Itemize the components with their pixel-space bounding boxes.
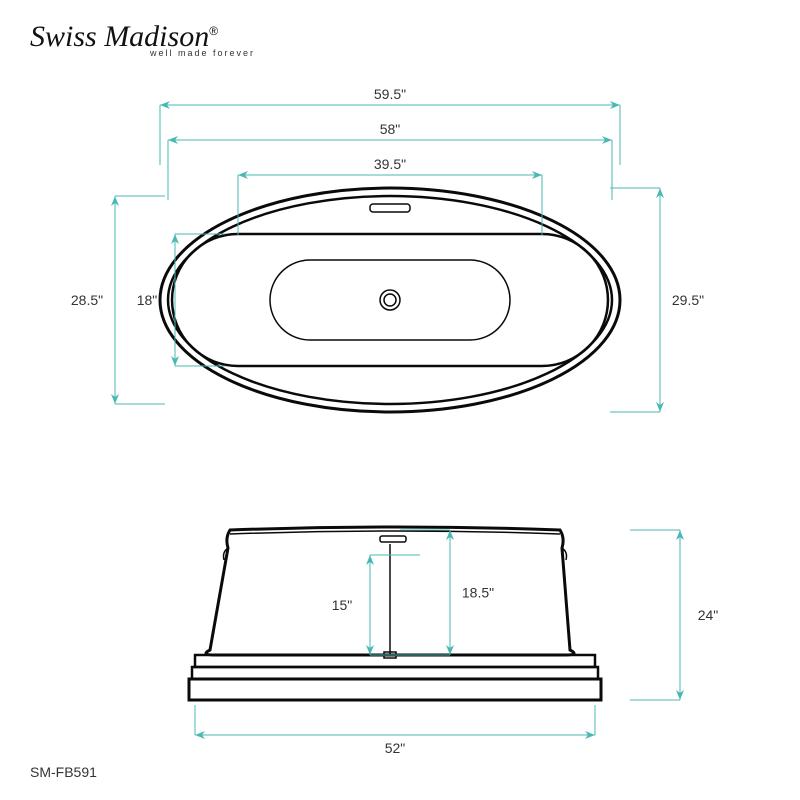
svg-text:15": 15" [332,597,353,613]
svg-text:58": 58" [380,121,401,137]
svg-text:18": 18" [137,292,158,308]
svg-text:59.5": 59.5" [374,86,406,102]
svg-text:28.5": 28.5" [71,292,103,308]
svg-text:52": 52" [385,740,406,756]
dimension-drawing: 59.5" 58" 39.5" 29.5" 28.5" 18" 52" 24" 18.5" 15" [0,0,800,800]
svg-text:29.5": 29.5" [672,292,704,308]
svg-text:18.5": 18.5" [462,585,494,601]
svg-text:24": 24" [698,607,719,623]
svg-text:39.5": 39.5" [374,156,406,172]
